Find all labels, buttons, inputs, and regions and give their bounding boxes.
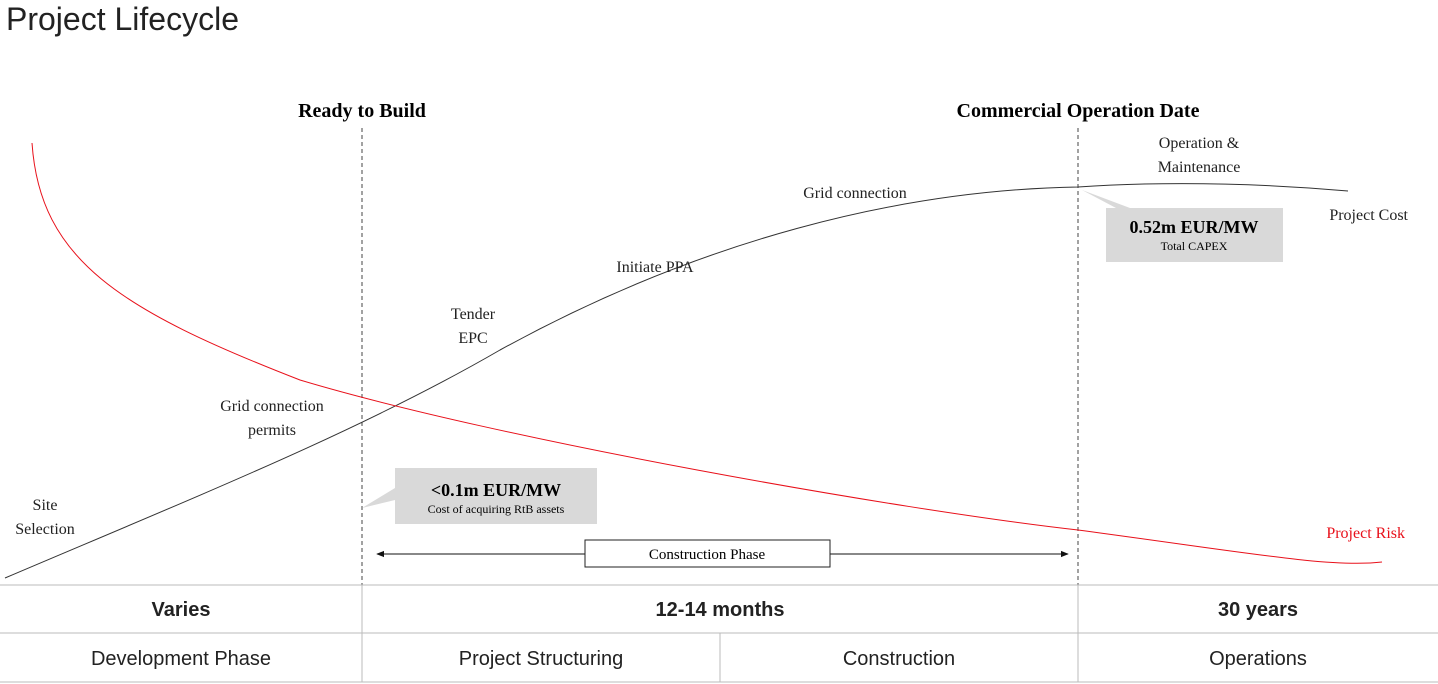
text-line: EPC <box>458 330 487 347</box>
title: Project Lifecycle <box>6 1 239 37</box>
table-cell: 30 years <box>1218 599 1298 621</box>
text-line: Grid connection <box>220 398 324 415</box>
risk-curve <box>31 142 1383 564</box>
table-cell: Project Structuring <box>459 648 624 670</box>
milestone: Commercial Operation Date <box>957 100 1200 122</box>
text-line: Site <box>33 497 58 514</box>
table-cell: Development Phase <box>91 648 271 670</box>
text-line: Operation & <box>1159 135 1240 152</box>
phase-label: Construction Phase <box>649 547 766 563</box>
text-line: Tender <box>451 306 496 323</box>
table-cell: Construction <box>843 648 955 670</box>
callout-box <box>1082 190 1283 262</box>
text-line: Maintenance <box>1158 159 1241 176</box>
text-line: Selection <box>15 521 75 538</box>
callout-note: Cost of acquiring RtB assets <box>428 502 565 516</box>
table-cell: Varies <box>152 599 211 621</box>
phase-box <box>584 539 831 568</box>
step-label: Operation & Maintenance <box>1158 135 1241 176</box>
cost-curve <box>4 183 1349 579</box>
milestone: Ready to Build <box>298 100 426 122</box>
callout-box <box>362 468 597 524</box>
step-label: Initiate PPA <box>616 259 694 276</box>
table-cell: Operations <box>1209 648 1307 670</box>
callout-note: Total CAPEX <box>1161 239 1228 253</box>
callout-value: <0.1m EUR/MW <box>431 480 561 500</box>
step-label: Tender EPC <box>451 306 496 347</box>
step-label: Grid connection <box>803 185 907 202</box>
curve-label: Project Risk <box>1326 525 1405 542</box>
step-label: Site Selection <box>15 497 75 538</box>
curve-label: Project Cost <box>1329 207 1408 224</box>
callout-value: 0.52m EUR/MW <box>1130 217 1259 237</box>
table-cell: 12-14 months <box>656 599 785 621</box>
text-line: permits <box>248 422 296 439</box>
step-label: Grid connection permits <box>220 398 324 439</box>
